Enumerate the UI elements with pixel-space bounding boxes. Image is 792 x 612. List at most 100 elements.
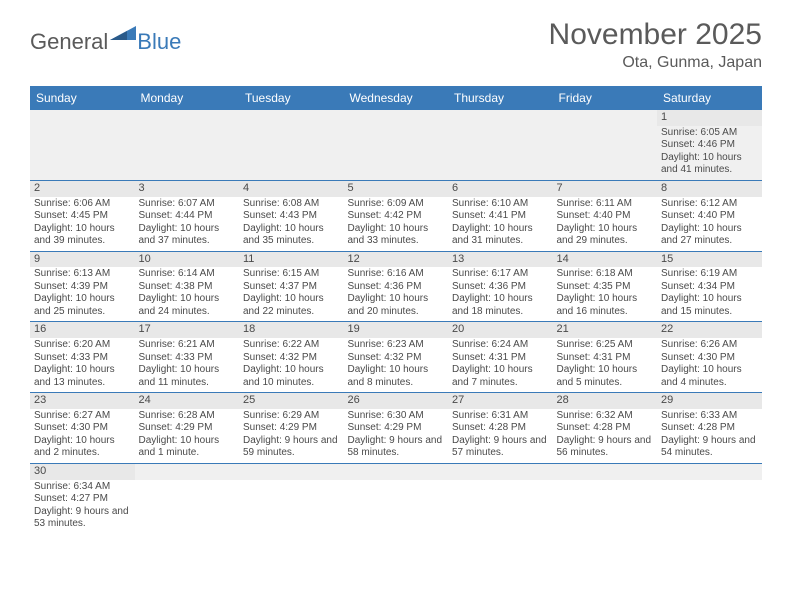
sunset-text: Sunset: 4:29 PM bbox=[139, 422, 236, 435]
day-cell-empty bbox=[448, 110, 553, 180]
sunset-text: Sunset: 4:35 PM bbox=[557, 281, 654, 294]
day-cell: 9Sunrise: 6:13 AMSunset: 4:39 PMDaylight… bbox=[30, 252, 135, 322]
day-cell-empty bbox=[553, 464, 658, 534]
day-cell: 7Sunrise: 6:11 AMSunset: 4:40 PMDaylight… bbox=[553, 181, 658, 251]
day-cell-empty bbox=[344, 464, 449, 534]
daylight-text: Daylight: 9 hours and 59 minutes. bbox=[243, 435, 340, 460]
sunrise-text: Sunrise: 6:20 AM bbox=[34, 339, 131, 352]
day-content: Sunrise: 6:07 AMSunset: 4:44 PMDaylight:… bbox=[135, 197, 240, 251]
day-content: Sunrise: 6:26 AMSunset: 4:30 PMDaylight:… bbox=[657, 338, 762, 392]
daylight-text: Daylight: 10 hours and 39 minutes. bbox=[34, 223, 131, 248]
week-row: 9Sunrise: 6:13 AMSunset: 4:39 PMDaylight… bbox=[30, 252, 762, 323]
sunset-text: Sunset: 4:41 PM bbox=[452, 210, 549, 223]
day-number: 23 bbox=[30, 393, 135, 409]
day-number: 21 bbox=[553, 322, 658, 338]
day-cell: 27Sunrise: 6:31 AMSunset: 4:28 PMDayligh… bbox=[448, 393, 553, 463]
day-content: Sunrise: 6:27 AMSunset: 4:30 PMDaylight:… bbox=[30, 409, 135, 463]
day-cell: 2Sunrise: 6:06 AMSunset: 4:45 PMDaylight… bbox=[30, 181, 135, 251]
day-number: 5 bbox=[344, 181, 449, 197]
daylight-text: Daylight: 10 hours and 37 minutes. bbox=[139, 223, 236, 248]
day-cell: 4Sunrise: 6:08 AMSunset: 4:43 PMDaylight… bbox=[239, 181, 344, 251]
day-content: Sunrise: 6:25 AMSunset: 4:31 PMDaylight:… bbox=[553, 338, 658, 392]
week-row: 2Sunrise: 6:06 AMSunset: 4:45 PMDaylight… bbox=[30, 181, 762, 252]
sunrise-text: Sunrise: 6:15 AM bbox=[243, 268, 340, 281]
day-content: Sunrise: 6:23 AMSunset: 4:32 PMDaylight:… bbox=[344, 338, 449, 392]
logo-text-general: General bbox=[30, 29, 108, 55]
sunrise-text: Sunrise: 6:26 AM bbox=[661, 339, 758, 352]
day-number: 25 bbox=[239, 393, 344, 409]
sunrise-text: Sunrise: 6:05 AM bbox=[661, 127, 758, 140]
sunset-text: Sunset: 4:29 PM bbox=[348, 422, 445, 435]
weekday-header: Tuesday bbox=[239, 86, 344, 110]
sunrise-text: Sunrise: 6:31 AM bbox=[452, 410, 549, 423]
day-cell: 22Sunrise: 6:26 AMSunset: 4:30 PMDayligh… bbox=[657, 322, 762, 392]
sunrise-text: Sunrise: 6:23 AM bbox=[348, 339, 445, 352]
day-cell: 20Sunrise: 6:24 AMSunset: 4:31 PMDayligh… bbox=[448, 322, 553, 392]
weekday-header: Sunday bbox=[30, 86, 135, 110]
sunrise-text: Sunrise: 6:30 AM bbox=[348, 410, 445, 423]
day-content: Sunrise: 6:24 AMSunset: 4:31 PMDaylight:… bbox=[448, 338, 553, 392]
day-cell: 18Sunrise: 6:22 AMSunset: 4:32 PMDayligh… bbox=[239, 322, 344, 392]
sunrise-text: Sunrise: 6:11 AM bbox=[557, 198, 654, 211]
daylight-text: Daylight: 10 hours and 20 minutes. bbox=[348, 293, 445, 318]
day-number bbox=[239, 464, 344, 480]
day-content: Sunrise: 6:17 AMSunset: 4:36 PMDaylight:… bbox=[448, 267, 553, 321]
daylight-text: Daylight: 10 hours and 4 minutes. bbox=[661, 364, 758, 389]
daylight-text: Daylight: 10 hours and 22 minutes. bbox=[243, 293, 340, 318]
daylight-text: Daylight: 10 hours and 16 minutes. bbox=[557, 293, 654, 318]
day-number: 30 bbox=[30, 464, 135, 480]
location: Ota, Gunma, Japan bbox=[549, 54, 762, 72]
sunset-text: Sunset: 4:31 PM bbox=[452, 352, 549, 365]
day-cell-empty bbox=[344, 110, 449, 180]
sunrise-text: Sunrise: 6:21 AM bbox=[139, 339, 236, 352]
day-content: Sunrise: 6:33 AMSunset: 4:28 PMDaylight:… bbox=[657, 409, 762, 463]
daylight-text: Daylight: 10 hours and 27 minutes. bbox=[661, 223, 758, 248]
day-content: Sunrise: 6:13 AMSunset: 4:39 PMDaylight:… bbox=[30, 267, 135, 321]
day-content: Sunrise: 6:22 AMSunset: 4:32 PMDaylight:… bbox=[239, 338, 344, 392]
sunset-text: Sunset: 4:28 PM bbox=[661, 422, 758, 435]
sunrise-text: Sunrise: 6:09 AM bbox=[348, 198, 445, 211]
day-cell-empty bbox=[135, 464, 240, 534]
daylight-text: Daylight: 9 hours and 56 minutes. bbox=[557, 435, 654, 460]
daylight-text: Daylight: 10 hours and 13 minutes. bbox=[34, 364, 131, 389]
sunrise-text: Sunrise: 6:08 AM bbox=[243, 198, 340, 211]
day-number bbox=[135, 110, 240, 126]
day-content: Sunrise: 6:19 AMSunset: 4:34 PMDaylight:… bbox=[657, 267, 762, 321]
sunset-text: Sunset: 4:37 PM bbox=[243, 281, 340, 294]
daylight-text: Daylight: 10 hours and 25 minutes. bbox=[34, 293, 131, 318]
sunset-text: Sunset: 4:40 PM bbox=[557, 210, 654, 223]
month-title: November 2025 bbox=[549, 18, 762, 52]
sunset-text: Sunset: 4:29 PM bbox=[243, 422, 340, 435]
day-number: 28 bbox=[553, 393, 658, 409]
day-number bbox=[344, 464, 449, 480]
day-number: 11 bbox=[239, 252, 344, 268]
day-cell: 14Sunrise: 6:18 AMSunset: 4:35 PMDayligh… bbox=[553, 252, 658, 322]
day-number: 18 bbox=[239, 322, 344, 338]
day-number: 9 bbox=[30, 252, 135, 268]
sunrise-text: Sunrise: 6:27 AM bbox=[34, 410, 131, 423]
daylight-text: Daylight: 10 hours and 2 minutes. bbox=[34, 435, 131, 460]
weekday-header: Monday bbox=[135, 86, 240, 110]
sunrise-text: Sunrise: 6:10 AM bbox=[452, 198, 549, 211]
sunset-text: Sunset: 4:38 PM bbox=[139, 281, 236, 294]
sunset-text: Sunset: 4:30 PM bbox=[661, 352, 758, 365]
day-number bbox=[30, 110, 135, 126]
logo-triangle-icon bbox=[110, 26, 136, 45]
daylight-text: Daylight: 10 hours and 41 minutes. bbox=[661, 152, 758, 177]
calendar: SundayMondayTuesdayWednesdayThursdayFrid… bbox=[30, 86, 762, 534]
day-cell-empty bbox=[135, 110, 240, 180]
sunset-text: Sunset: 4:46 PM bbox=[661, 139, 758, 152]
day-number: 13 bbox=[448, 252, 553, 268]
sunrise-text: Sunrise: 6:24 AM bbox=[452, 339, 549, 352]
day-content: Sunrise: 6:06 AMSunset: 4:45 PMDaylight:… bbox=[30, 197, 135, 251]
day-cell-empty bbox=[239, 464, 344, 534]
day-cell-empty bbox=[553, 110, 658, 180]
daylight-text: Daylight: 10 hours and 33 minutes. bbox=[348, 223, 445, 248]
sunset-text: Sunset: 4:33 PM bbox=[34, 352, 131, 365]
day-cell: 17Sunrise: 6:21 AMSunset: 4:33 PMDayligh… bbox=[135, 322, 240, 392]
day-cell: 29Sunrise: 6:33 AMSunset: 4:28 PMDayligh… bbox=[657, 393, 762, 463]
day-number bbox=[553, 464, 658, 480]
day-content: Sunrise: 6:34 AMSunset: 4:27 PMDaylight:… bbox=[30, 480, 135, 534]
day-cell-empty bbox=[448, 464, 553, 534]
week-row: 23Sunrise: 6:27 AMSunset: 4:30 PMDayligh… bbox=[30, 393, 762, 464]
